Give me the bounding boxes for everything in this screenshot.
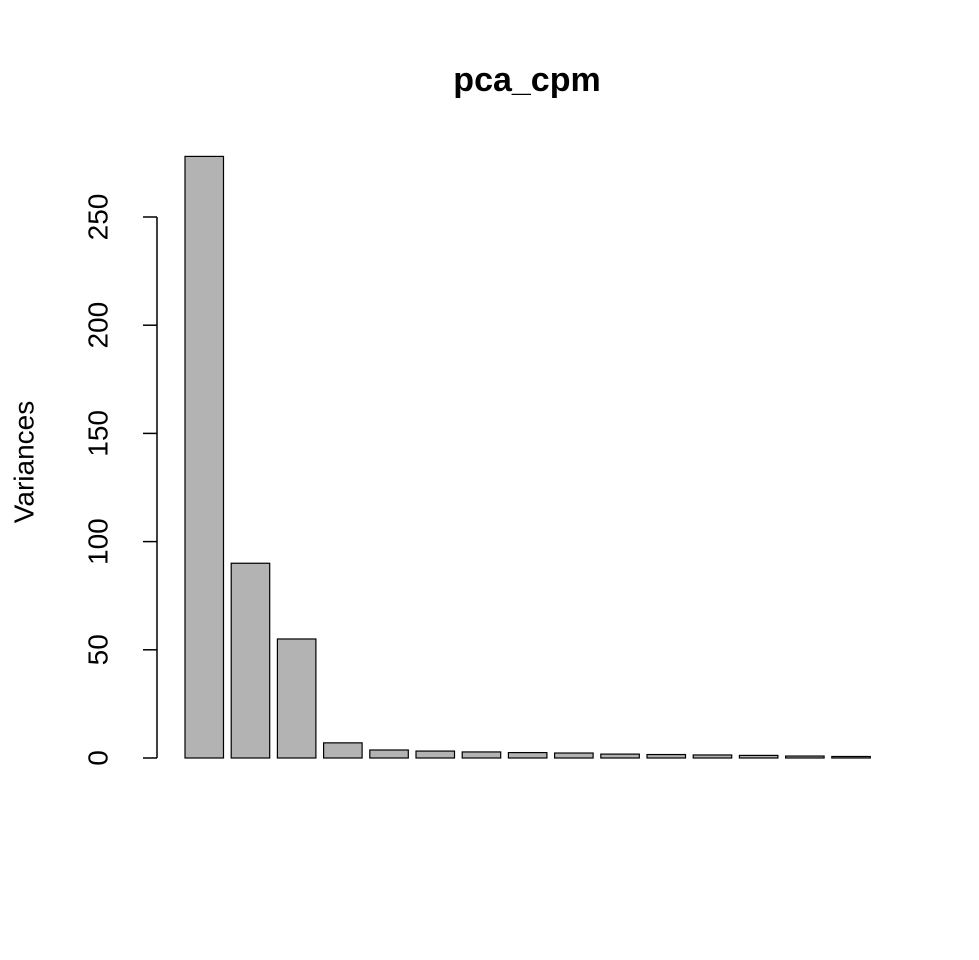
- bar: [831, 755, 871, 759]
- bar: [323, 742, 363, 759]
- y-tick-label: 50: [82, 634, 113, 665]
- bar: [461, 751, 502, 759]
- bar: [738, 754, 779, 759]
- y-tick-label: 150: [82, 410, 113, 457]
- y-axis-label: Variances: [8, 401, 39, 523]
- bar: [184, 155, 225, 759]
- chart-title: pca_cpm: [453, 61, 600, 99]
- y-tick-label: 100: [82, 518, 113, 565]
- bar: [784, 755, 825, 759]
- bar: [230, 562, 271, 759]
- bar: [646, 753, 687, 759]
- bar: [692, 754, 733, 759]
- bar: [600, 753, 640, 759]
- y-tick-label: 200: [82, 302, 113, 349]
- bar: [507, 751, 548, 759]
- bar: [276, 638, 317, 759]
- y-tick-label: 250: [82, 194, 113, 241]
- bar: [553, 752, 594, 759]
- bar: [369, 749, 409, 759]
- bar: [415, 750, 456, 759]
- y-tick-label: 0: [82, 750, 113, 766]
